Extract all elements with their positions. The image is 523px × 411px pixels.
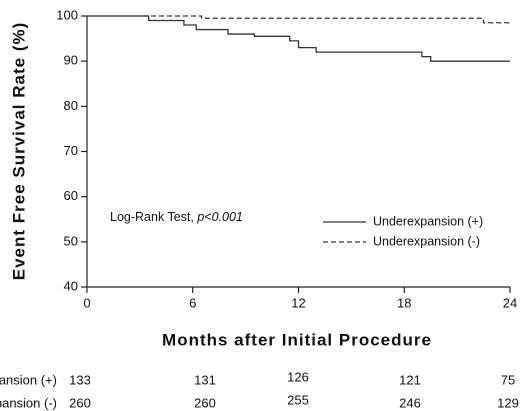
risk-value: 126 <box>287 369 309 384</box>
risk-label: Underexpansion (+) <box>0 372 57 387</box>
x-tick-label: 6 <box>189 295 196 310</box>
risk-value: 75 <box>501 372 515 387</box>
y-tick-label: 70 <box>64 143 78 158</box>
risk-label: Underexpansion (-) <box>0 395 57 410</box>
x-axis-title: Months after Initial Procedure <box>162 330 432 349</box>
y-tick-label: 80 <box>64 98 78 113</box>
risk-value: 131 <box>194 372 216 387</box>
risk-value: 246 <box>399 395 421 410</box>
x-tick-label: 12 <box>291 295 305 310</box>
survival-line <box>87 15 510 24</box>
y-axis-title: Event Free Survival Rate (%) <box>9 22 28 281</box>
y-tick-label: 90 <box>64 53 78 68</box>
risk-value: 260 <box>194 395 216 410</box>
legend-label: Underexpansion (+) <box>373 214 483 228</box>
annotation-text: Log-Rank Test, <box>110 210 197 224</box>
x-tick-label: 0 <box>83 295 90 310</box>
y-tick-label: 60 <box>64 188 78 203</box>
survival-line <box>87 15 510 62</box>
risk-value: 255 <box>287 392 309 407</box>
annotation-p: p<0.001 <box>196 210 243 224</box>
risk-value: 129 <box>497 395 519 410</box>
x-tick-label: 24 <box>503 295 517 310</box>
x-tick-label: 18 <box>397 295 411 310</box>
risk-value: 121 <box>399 372 421 387</box>
annotation: Log-Rank Test, p<0.001 <box>110 210 243 224</box>
y-tick-label: 100 <box>56 7 78 22</box>
risk-value: 260 <box>69 395 91 410</box>
y-tick-label: 50 <box>64 233 78 248</box>
risk-value: 133 <box>69 372 91 387</box>
y-tick-label: 40 <box>64 278 78 293</box>
legend-label: Underexpansion (-) <box>373 234 480 248</box>
